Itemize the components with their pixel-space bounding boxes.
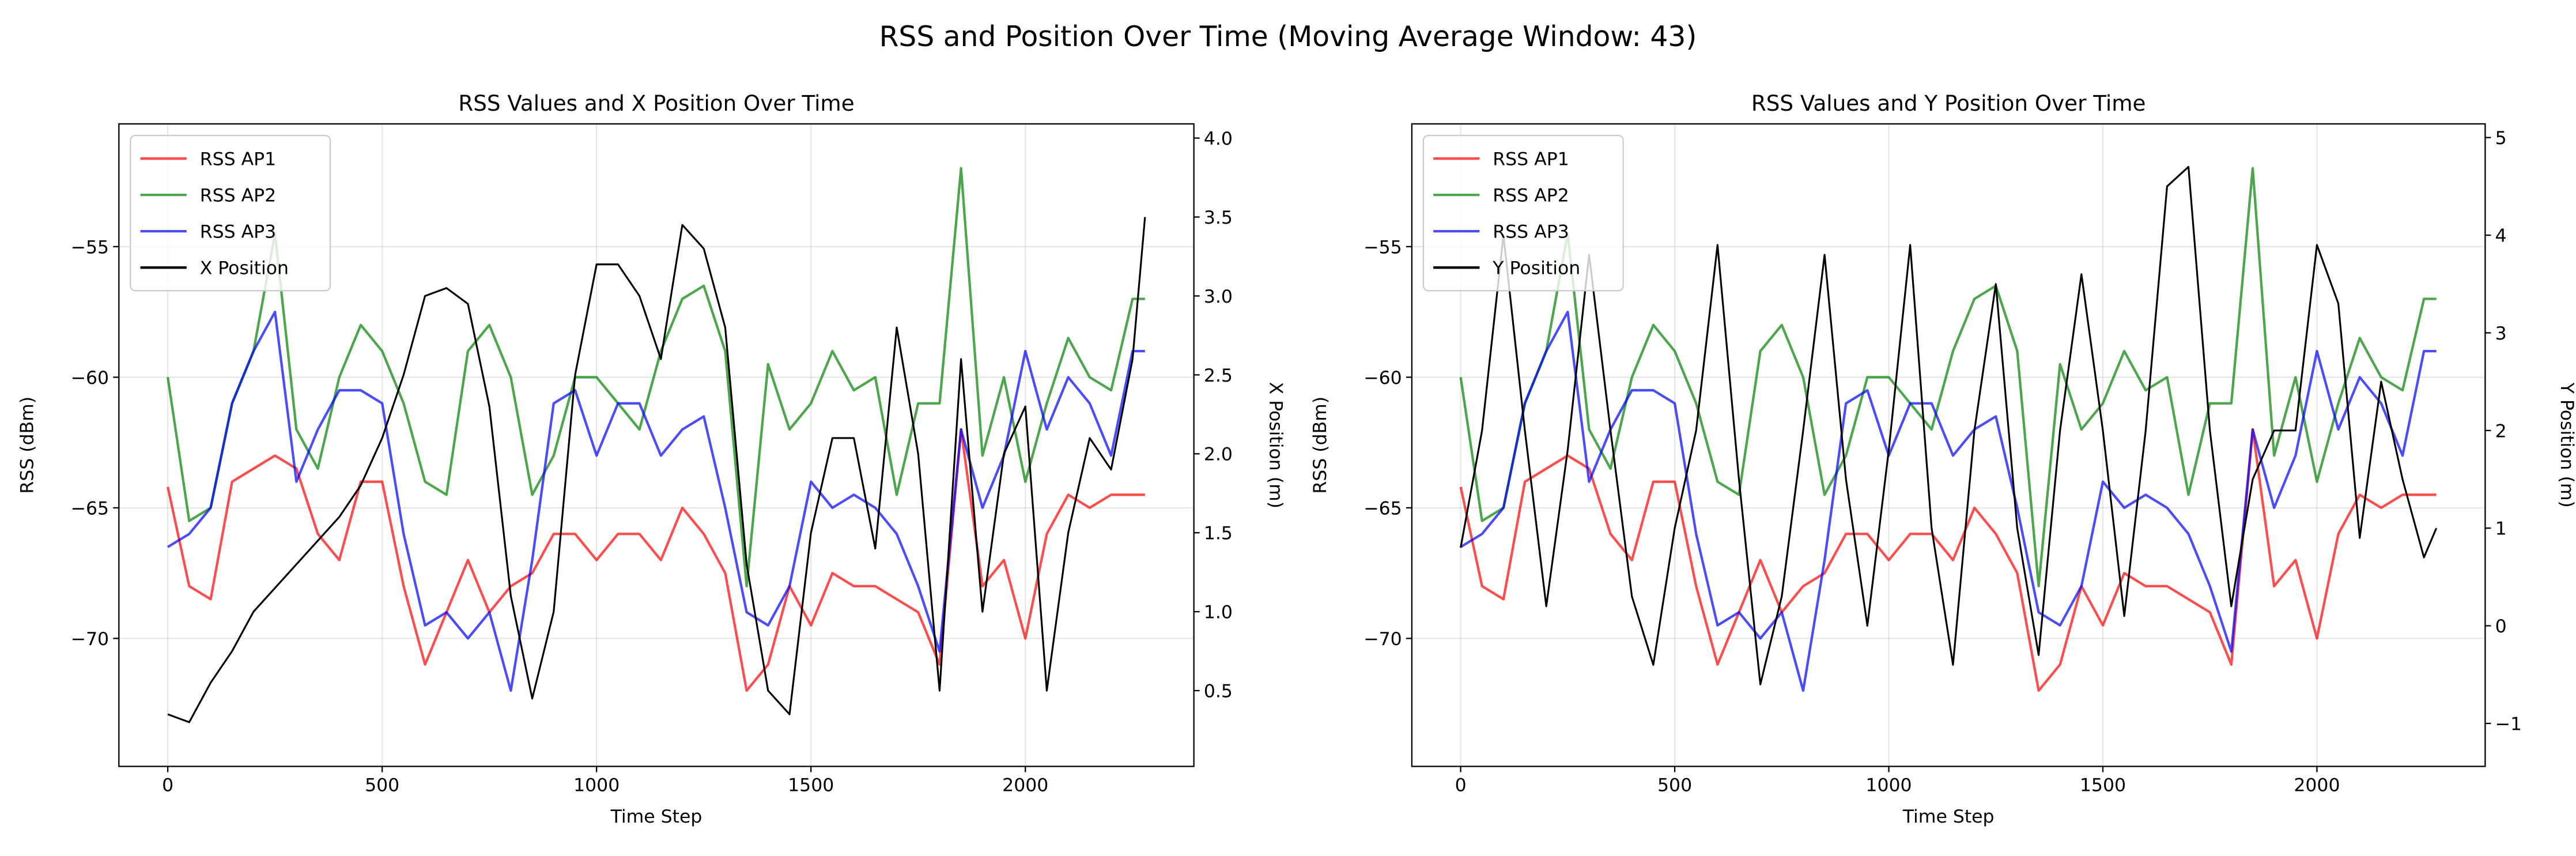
series-line (166, 167, 1145, 588)
y2-tick-label: 4 (2495, 225, 2507, 246)
legend-label: X Position (200, 258, 289, 279)
x-tick-label: 500 (365, 775, 399, 796)
y-tick-label: −55 (1363, 237, 1402, 258)
axes-frame (1411, 123, 2486, 767)
y2-tick-label: 3.0 (1204, 286, 1233, 307)
series-line (167, 217, 1146, 723)
y-tick-label: −55 (71, 237, 109, 258)
series-line (1459, 167, 2437, 588)
y2-tick-label: 2.0 (1204, 444, 1233, 465)
y2-tick-label: 1.0 (1204, 602, 1233, 623)
axes-title: RSS Values and Y Position Over Time (1751, 90, 2146, 116)
y2-tick-label: 1 (2495, 519, 2507, 540)
figure-title: RSS and Position Over Time (Moving Avera… (879, 21, 1697, 53)
legend-label: Y Position (1492, 258, 1580, 279)
y2-axis-label: X Position (m) (1265, 382, 1286, 508)
series-line (167, 310, 1145, 692)
y-axis-label: RSS (dBm) (1310, 397, 1331, 494)
x-axis-label: Time Step (1902, 806, 1995, 827)
y2-tick-label: 0.5 (1204, 681, 1233, 702)
x-tick-label: 500 (1657, 775, 1692, 796)
y2-tick-label: 3.5 (1204, 208, 1233, 228)
legend-box (1422, 134, 1624, 292)
x-tick-label: 2000 (1002, 775, 1048, 796)
x-tick-label: 1000 (573, 775, 620, 796)
y2-tick-label: 0 (2495, 616, 2507, 637)
series-line (167, 428, 1145, 692)
x-tick-label: 1000 (1865, 775, 1912, 796)
y2-tick-label: 3 (2495, 323, 2507, 344)
y2-tick-label: 2.5 (1204, 365, 1233, 386)
y-tick-label: −70 (1363, 629, 1402, 650)
legend-label: RSS AP3 (200, 222, 276, 243)
series-line (1460, 310, 2437, 692)
axes-frame (118, 123, 1195, 767)
legend-label: RSS AP3 (1493, 222, 1569, 243)
legend-label: RSS AP1 (1493, 149, 1569, 170)
x-tick-label: 0 (1455, 775, 1467, 796)
legend-label: RSS AP1 (200, 149, 276, 170)
x-tick-label: 2000 (2294, 775, 2340, 796)
axes-title: RSS Values and X Position Over Time (458, 90, 854, 116)
x-axis-label: Time Step (610, 806, 702, 827)
legend-label: RSS AP2 (1493, 186, 1569, 206)
y-axis-label: RSS (dBm) (17, 397, 37, 494)
y2-axis-label: Y Position (m) (2556, 382, 2576, 508)
y-tick-label: −65 (1363, 498, 1402, 519)
legend-box (130, 134, 331, 292)
y-tick-label: −70 (71, 629, 109, 650)
x-tick-label: 0 (162, 775, 173, 796)
y2-tick-label: 1.5 (1204, 523, 1233, 544)
y2-tick-label: 2 (2495, 421, 2507, 442)
series-line (1459, 428, 2437, 692)
x-tick-label: 1500 (2080, 775, 2126, 796)
series-line (1460, 165, 2438, 685)
x-tick-label: 1500 (788, 775, 834, 796)
y2-tick-label: −1 (2495, 714, 2522, 734)
y2-tick-label: 4.0 (1204, 129, 1233, 149)
legend-label: RSS AP2 (200, 186, 276, 206)
y-tick-label: −65 (71, 498, 109, 519)
y-tick-label: −60 (71, 368, 109, 389)
y-tick-label: −60 (1363, 368, 1402, 389)
y2-tick-label: 5 (2495, 128, 2507, 149)
